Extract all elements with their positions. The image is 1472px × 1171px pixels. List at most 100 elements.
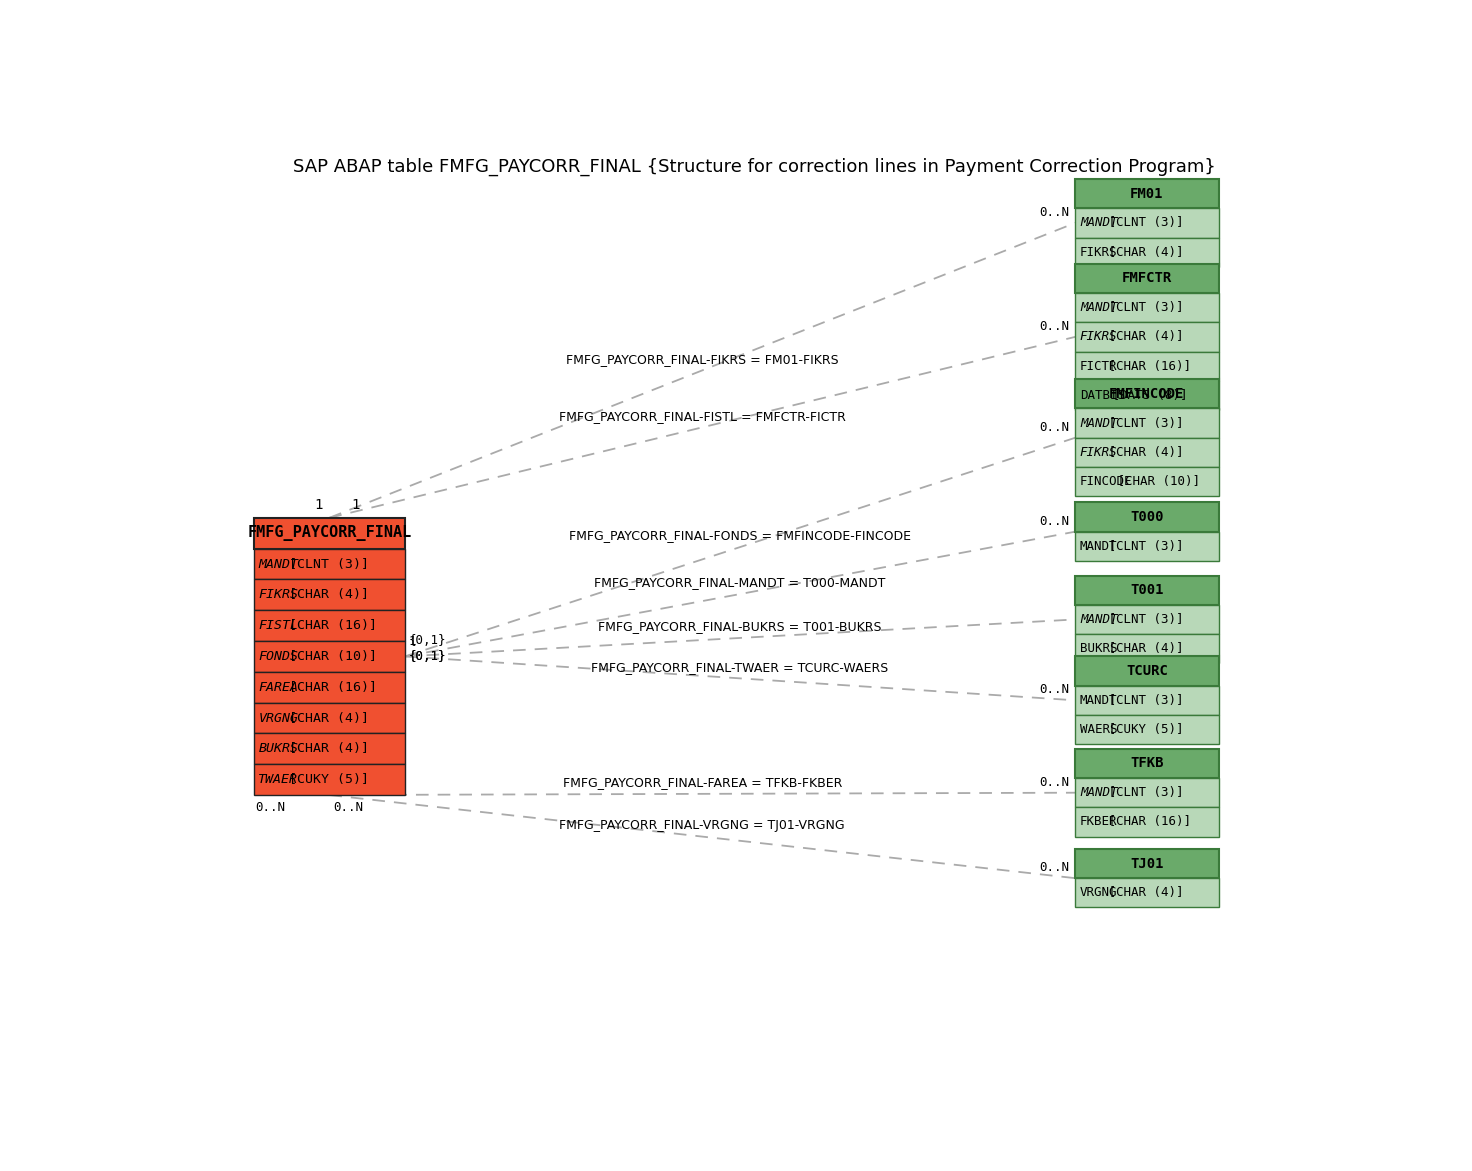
- Text: SAP ABAP table FMFG_PAYCORR_FINAL {Structure for correction lines in Payment Cor: SAP ABAP table FMFG_PAYCORR_FINAL {Struc…: [293, 157, 1216, 176]
- Text: FMFCTR: FMFCTR: [1122, 272, 1172, 286]
- Text: MANDT: MANDT: [259, 557, 299, 570]
- Bar: [1075, 379, 1219, 409]
- Bar: [253, 672, 405, 703]
- Text: FMFG_PAYCORR_FINAL-TWAER = TCURC-WAERS: FMFG_PAYCORR_FINAL-TWAER = TCURC-WAERS: [592, 660, 889, 673]
- Text: [CUKY (5)]: [CUKY (5)]: [281, 773, 369, 786]
- Text: TJ01: TJ01: [1130, 856, 1164, 870]
- Text: [CHAR (4)]: [CHAR (4)]: [281, 742, 369, 755]
- Text: T000: T000: [1130, 511, 1164, 525]
- Text: {0,1}: {0,1}: [409, 650, 446, 664]
- Text: 0..N: 0..N: [1039, 515, 1069, 528]
- Text: FMFG_PAYCORR_FINAL-BUKRS = T001-BUKRS: FMFG_PAYCORR_FINAL-BUKRS = T001-BUKRS: [598, 621, 882, 634]
- Text: VRGNG: VRGNG: [1080, 886, 1117, 899]
- Text: 0..N: 0..N: [1039, 776, 1069, 789]
- Bar: [1075, 576, 1219, 605]
- Text: [CHAR (16)]: [CHAR (16)]: [281, 680, 377, 693]
- Text: [CLNT (3)]: [CLNT (3)]: [1101, 417, 1183, 430]
- Text: [CHAR (4)]: [CHAR (4)]: [281, 588, 369, 602]
- Text: MANDT: MANDT: [1080, 217, 1117, 230]
- Bar: [1075, 263, 1219, 293]
- Text: FIKRS: FIKRS: [1080, 330, 1117, 343]
- Text: [CLNT (3)]: [CLNT (3)]: [1101, 217, 1183, 230]
- Text: MANDT: MANDT: [1080, 301, 1117, 314]
- Text: FMFG_PAYCORR_FINAL-FONDS = FMFINCODE-FINCODE: FMFG_PAYCORR_FINAL-FONDS = FMFINCODE-FIN…: [570, 529, 911, 542]
- Text: TWAER: TWAER: [259, 773, 299, 786]
- Text: FISTL: FISTL: [259, 619, 299, 632]
- Bar: [1075, 605, 1219, 634]
- Bar: [1075, 778, 1219, 807]
- Text: [CHAR (4)]: [CHAR (4)]: [1101, 246, 1183, 259]
- Text: [CLNT (3)]: [CLNT (3)]: [1101, 693, 1183, 707]
- Text: [CLNT (3)]: [CLNT (3)]: [281, 557, 369, 570]
- Text: 1: 1: [350, 498, 359, 512]
- Text: FMFG_PAYCORR_FINAL-FIKRS = FM01-FIKRS: FMFG_PAYCORR_FINAL-FIKRS = FM01-FIKRS: [565, 352, 839, 365]
- Text: [CHAR (10)]: [CHAR (10)]: [1110, 475, 1200, 488]
- Text: MANDT: MANDT: [1080, 540, 1117, 553]
- Bar: [1075, 208, 1219, 238]
- Bar: [1075, 238, 1219, 267]
- Text: T001: T001: [1130, 583, 1164, 597]
- Text: 0..N: 0..N: [1039, 862, 1069, 875]
- Bar: [1075, 807, 1219, 836]
- Bar: [1075, 409, 1219, 438]
- Bar: [1075, 532, 1219, 561]
- Text: [CHAR (16)]: [CHAR (16)]: [1101, 359, 1191, 372]
- Text: MANDT: MANDT: [1080, 417, 1117, 430]
- Bar: [1075, 381, 1219, 410]
- Bar: [1075, 715, 1219, 745]
- Text: 0..N: 0..N: [1039, 320, 1069, 333]
- Bar: [253, 518, 405, 549]
- Text: [CHAR (16)]: [CHAR (16)]: [281, 619, 377, 632]
- Bar: [1075, 686, 1219, 715]
- Bar: [1075, 657, 1219, 686]
- Text: FICTR: FICTR: [1080, 359, 1117, 372]
- Bar: [253, 765, 405, 795]
- Text: [CHAR (16)]: [CHAR (16)]: [1101, 815, 1191, 828]
- Text: 0..N: 0..N: [1039, 206, 1069, 219]
- Text: [CHAR (4)]: [CHAR (4)]: [1101, 446, 1183, 459]
- Text: DATBIS: DATBIS: [1080, 389, 1125, 402]
- Text: 1
{0,1}: 1 {0,1}: [409, 635, 446, 663]
- Bar: [1075, 849, 1219, 878]
- Text: FIKRS: FIKRS: [259, 588, 299, 602]
- Text: TFKB: TFKB: [1130, 756, 1164, 771]
- Text: FMFG_PAYCORR_FINAL-FAREA = TFKB-FKBER: FMFG_PAYCORR_FINAL-FAREA = TFKB-FKBER: [562, 776, 842, 789]
- Text: FMFG_PAYCORR_FINAL: FMFG_PAYCORR_FINAL: [247, 526, 412, 541]
- Bar: [253, 641, 405, 672]
- Text: FMFINCODE: FMFINCODE: [1110, 386, 1185, 400]
- Bar: [253, 610, 405, 641]
- Text: [CHAR (4)]: [CHAR (4)]: [281, 712, 369, 725]
- Text: [CHAR (10)]: [CHAR (10)]: [281, 650, 377, 663]
- Bar: [1075, 748, 1219, 778]
- Bar: [1075, 351, 1219, 381]
- Text: WAERS: WAERS: [1080, 723, 1117, 737]
- Text: {0,1}: {0,1}: [409, 634, 446, 646]
- Text: [CHAR (4)]: [CHAR (4)]: [1101, 330, 1183, 343]
- Text: [CLNT (3)]: [CLNT (3)]: [1101, 301, 1183, 314]
- Bar: [1075, 179, 1219, 208]
- Text: MANDT: MANDT: [1080, 786, 1117, 800]
- Bar: [1075, 634, 1219, 663]
- Text: 0..N: 0..N: [1039, 684, 1069, 697]
- Text: MANDT: MANDT: [1080, 693, 1117, 707]
- Text: FINCODE: FINCODE: [1080, 475, 1132, 488]
- Text: [CUKY (5)]: [CUKY (5)]: [1101, 723, 1183, 737]
- Text: FMFG_PAYCORR_FINAL-VRGNG = TJ01-VRGNG: FMFG_PAYCORR_FINAL-VRGNG = TJ01-VRGNG: [559, 819, 845, 831]
- Text: [CLNT (3)]: [CLNT (3)]: [1101, 786, 1183, 800]
- Text: FM01: FM01: [1130, 186, 1164, 200]
- Bar: [253, 733, 405, 765]
- Text: FIKRS: FIKRS: [1080, 246, 1117, 259]
- Bar: [253, 549, 405, 580]
- Text: [CLNT (3)]: [CLNT (3)]: [1101, 612, 1183, 626]
- Text: FAREA: FAREA: [259, 680, 299, 693]
- Text: BUKRS: BUKRS: [1080, 642, 1117, 656]
- Text: 0..N: 0..N: [1039, 420, 1069, 434]
- Text: [CHAR (4)]: [CHAR (4)]: [1101, 886, 1183, 899]
- Text: FIKRS: FIKRS: [1080, 446, 1117, 459]
- Text: 0..N: 0..N: [255, 801, 286, 814]
- Bar: [1075, 438, 1219, 467]
- Text: VRGNG: VRGNG: [259, 712, 299, 725]
- Bar: [1075, 322, 1219, 351]
- Text: FONDS: FONDS: [259, 650, 299, 663]
- Text: FMFG_PAYCORR_FINAL-FISTL = FMFCTR-FICTR: FMFG_PAYCORR_FINAL-FISTL = FMFCTR-FICTR: [559, 410, 846, 423]
